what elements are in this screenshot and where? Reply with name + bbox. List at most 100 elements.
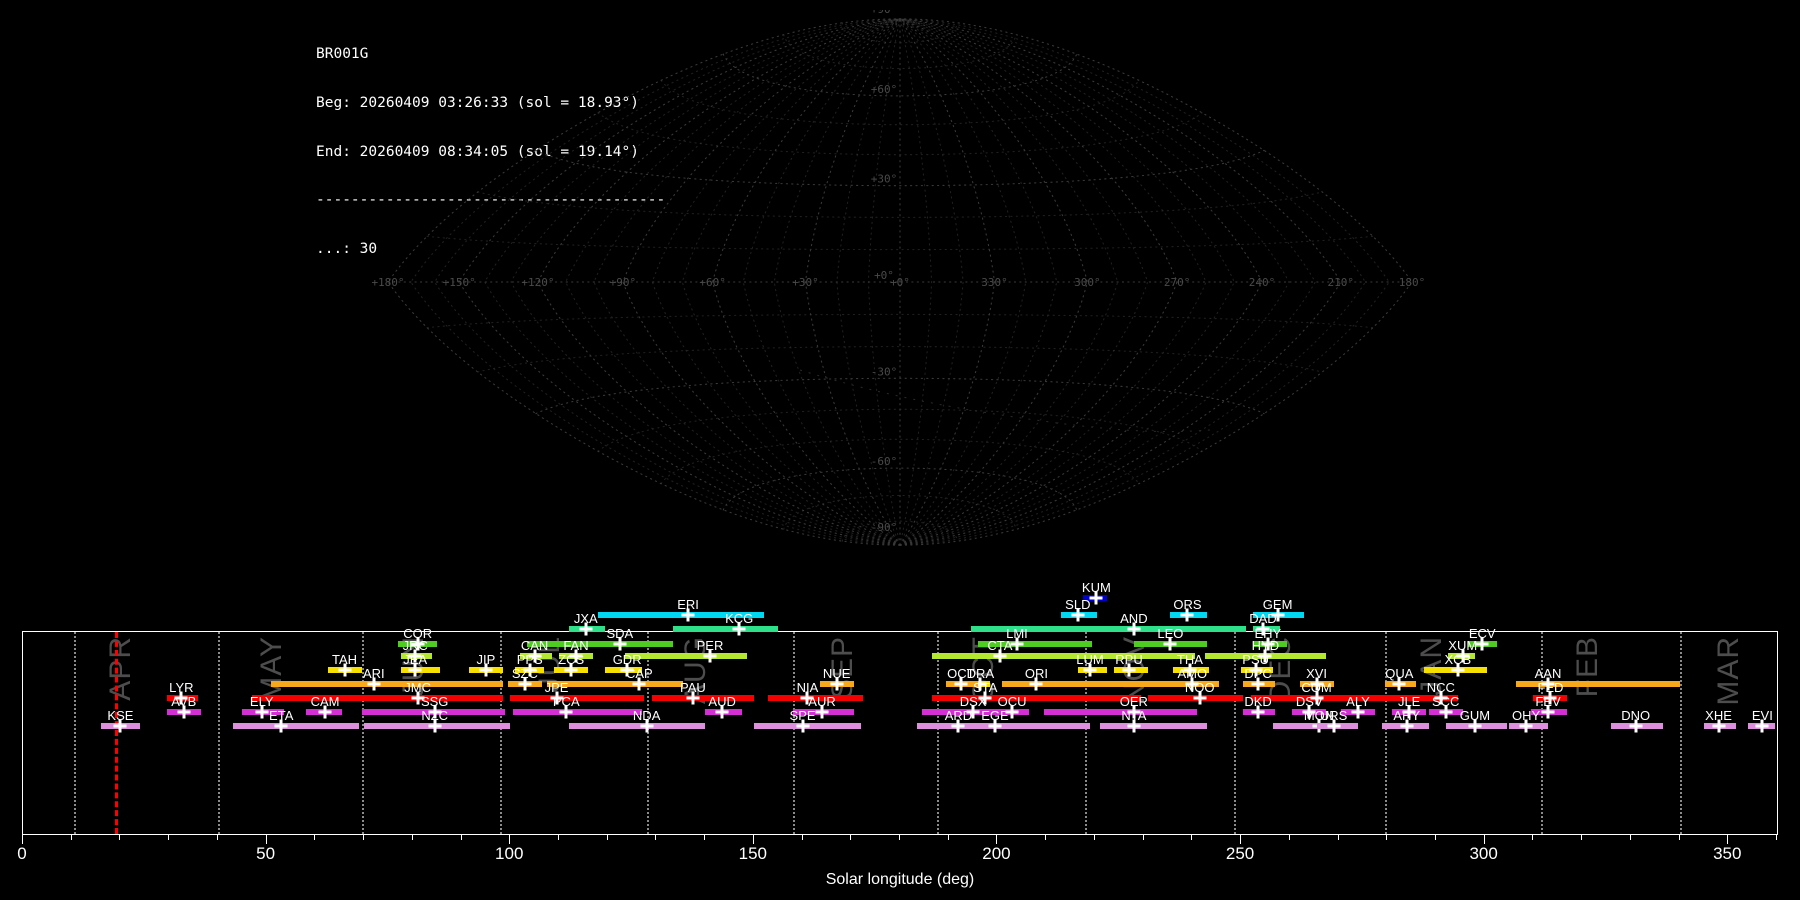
current-solar-longitude-marker — [115, 632, 119, 834]
month-gridline — [1540, 632, 1543, 834]
shower-label-cam: CAM — [310, 694, 340, 709]
axis-minor-tick — [1678, 835, 1680, 840]
shower-bar-pca[interactable] — [512, 709, 642, 715]
shower-peak-marker-evi — [1755, 719, 1769, 733]
shower-peak-marker-rpu — [1122, 663, 1136, 677]
shower-peak-marker-oct — [954, 677, 968, 691]
shower-label-gdr: GDR — [612, 652, 642, 667]
shower-peak-marker-dpc — [1251, 677, 1265, 691]
month-gridline — [936, 632, 939, 834]
shower-peak-marker-can — [528, 649, 542, 663]
axis-minor-tick — [850, 835, 852, 840]
shower-label-scc: SCC — [1431, 694, 1460, 709]
shower-label-dpc: DPC — [1244, 666, 1272, 681]
shower-label-gem: GEM — [1262, 597, 1293, 612]
shower-peak-marker-jxa — [579, 622, 593, 636]
shower-peak-marker-ors — [1180, 608, 1194, 622]
shower-peak-marker-gum — [1468, 719, 1482, 733]
shower-bar-eri[interactable] — [597, 612, 764, 618]
shower-label-aan: AAN — [1534, 666, 1562, 681]
shower-peak-marker-jpe — [550, 691, 563, 705]
shower-peak-marker-sld — [1071, 608, 1085, 622]
shower-peak-marker-cam — [318, 705, 332, 719]
shower-label-dra: DRA — [966, 666, 995, 681]
shower-bar-eta[interactable] — [232, 723, 360, 729]
shower-bar-per[interactable] — [624, 653, 747, 659]
axis-minor-tick — [1191, 835, 1193, 840]
shower-bar-sta[interactable] — [931, 695, 1142, 701]
axis-tick-label: 100 — [495, 844, 524, 863]
shower-activity-timeline[interactable]: APRMAYJUNJULAUGSEPOCTNOVDECJANFEBMARKUME… — [22, 580, 1778, 835]
shower-peak-marker-nia — [800, 691, 814, 705]
shower-peak-marker-xum — [1456, 649, 1470, 663]
shower-label-xcb: XCB — [1444, 652, 1472, 667]
shower-peak-marker-leo — [1163, 637, 1177, 651]
axis-minor-tick — [704, 835, 706, 840]
axis-tick-label: 200 — [982, 844, 1011, 863]
shower-bar-sda[interactable] — [527, 641, 674, 647]
shower-bar-aan[interactable] — [1516, 681, 1680, 687]
svg-text:+180°: +180° — [371, 276, 404, 289]
meteor-count: ...: 30 — [316, 240, 378, 257]
shower-label-ehy: EHY — [1254, 626, 1282, 641]
shower-peak-marker-jle — [1402, 705, 1416, 719]
shower-label-ely: ELY — [249, 694, 274, 709]
shower-peak-marker-amo — [1185, 677, 1199, 691]
shower-bar-nta[interactable] — [1099, 723, 1207, 729]
shower-label-ari: ARI — [362, 666, 385, 681]
svg-text:+120°: +120° — [521, 276, 554, 289]
shower-peak-marker-pca — [559, 705, 573, 719]
shower-bar-jmc[interactable] — [251, 695, 503, 701]
shower-bar-kcg[interactable] — [673, 626, 779, 632]
shower-bar-cap[interactable] — [546, 681, 684, 687]
shower-peak-marker-aly — [1351, 705, 1365, 719]
shower-peak-marker-ard — [951, 719, 965, 733]
shower-bar-pau[interactable] — [651, 695, 754, 701]
shower-bar-oer[interactable] — [1043, 709, 1198, 715]
month-gridline — [217, 632, 220, 834]
axis-major-tick — [1727, 835, 1729, 844]
axis-minor-tick — [1142, 835, 1144, 840]
shower-label-tha: THA — [1176, 652, 1203, 667]
shower-bar-cta[interactable] — [931, 653, 1195, 659]
shower-bar-nia[interactable] — [768, 695, 864, 701]
shower-label-pca: PCA — [552, 694, 580, 709]
begin-time: Beg: 20260409 03:26:33 (sol = 18.93°) — [316, 95, 640, 112]
shower-peak-marker-tah — [338, 663, 352, 677]
shower-label-aur: AUR — [808, 694, 836, 709]
shower-label-cap: CAP — [625, 666, 653, 681]
shower-peak-marker-lmi — [1010, 637, 1024, 651]
shower-label-xvi: XVI — [1306, 666, 1328, 681]
shower-bar-ori[interactable] — [1002, 681, 1168, 687]
axis-tick-label: 150 — [738, 844, 768, 863]
shower-peak-marker-sda — [613, 637, 627, 651]
shower-peak-marker-scc — [1439, 705, 1453, 719]
axis-minor-tick — [1093, 835, 1095, 840]
axis-minor-tick — [1532, 835, 1534, 840]
shower-peak-marker-dno — [1629, 719, 1643, 733]
shower-bar-lmi[interactable] — [977, 641, 1093, 647]
shower-bar-and[interactable] — [970, 626, 1246, 632]
axis-minor-tick — [1629, 835, 1631, 840]
shower-bar-com[interactable] — [1250, 695, 1429, 701]
shower-bar-nda[interactable] — [568, 723, 706, 729]
shower-label-noo: NOO — [1184, 680, 1215, 695]
shower-peak-marker-aud — [715, 705, 729, 719]
shower-label-ahy: AHY — [1393, 708, 1421, 723]
axis-major-tick — [509, 835, 511, 844]
shower-label-and: AND — [1120, 611, 1148, 626]
shower-peak-marker-gem — [1271, 608, 1285, 622]
shower-label-ohy: OHY — [1511, 708, 1541, 723]
shower-label-ncc: NCC — [1426, 680, 1455, 695]
shower-peak-marker-zcs — [564, 663, 578, 677]
shower-bar-ari[interactable] — [271, 681, 503, 687]
shower-label-kum: KUM — [1081, 580, 1111, 595]
shower-label-mon: MON — [1303, 708, 1335, 723]
shower-label-ard: ARD — [944, 708, 973, 723]
axis-tick-label: 350 — [1713, 844, 1742, 863]
shower-label-fan: FAN — [563, 638, 589, 653]
shower-bar-ege[interactable] — [982, 723, 1090, 729]
shower-bar-jpe[interactable] — [510, 695, 645, 701]
shower-label-nue: NUE — [822, 666, 851, 681]
